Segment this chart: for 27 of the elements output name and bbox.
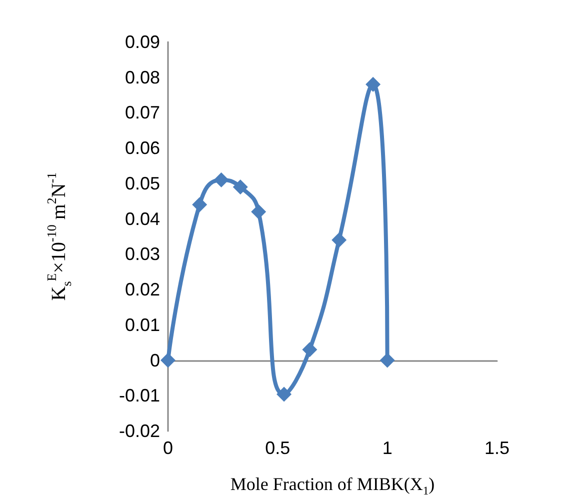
- y-tick-label: 0.08: [124, 67, 160, 88]
- y-tick-label: 0.06: [124, 138, 160, 158]
- x-tick-label: 1: [382, 438, 392, 458]
- y-tick-label: 0.01: [124, 314, 160, 335]
- point: [302, 342, 318, 358]
- point: [332, 232, 347, 248]
- y-tick-label: 0.09: [124, 32, 160, 52]
- point: [214, 172, 229, 188]
- point: [192, 197, 208, 212]
- text: KsE×10-10 m2N-1: [44, 172, 74, 301]
- y-tick-label: -0.01: [118, 386, 160, 406]
- y-tick-label: -0.02: [118, 421, 160, 441]
- point: [366, 76, 381, 92]
- point: [251, 204, 266, 220]
- y-tick-label: 0.04: [124, 208, 160, 229]
- x-tick-label: 1.5: [484, 438, 510, 458]
- point: [160, 352, 176, 368]
- x-tick-label: 0.5: [265, 438, 290, 458]
- y-tick-label: 0.03: [124, 244, 160, 264]
- y-tick-label: 0.07: [124, 102, 160, 123]
- point: [276, 386, 292, 402]
- point: [380, 352, 395, 368]
- y-tick-label: 0: [150, 350, 160, 370]
- y-tick-label: 0.05: [124, 173, 160, 194]
- point: [232, 179, 248, 194]
- x-tick-label: 0: [162, 438, 174, 458]
- y-tick-label: 0.02: [124, 280, 160, 300]
